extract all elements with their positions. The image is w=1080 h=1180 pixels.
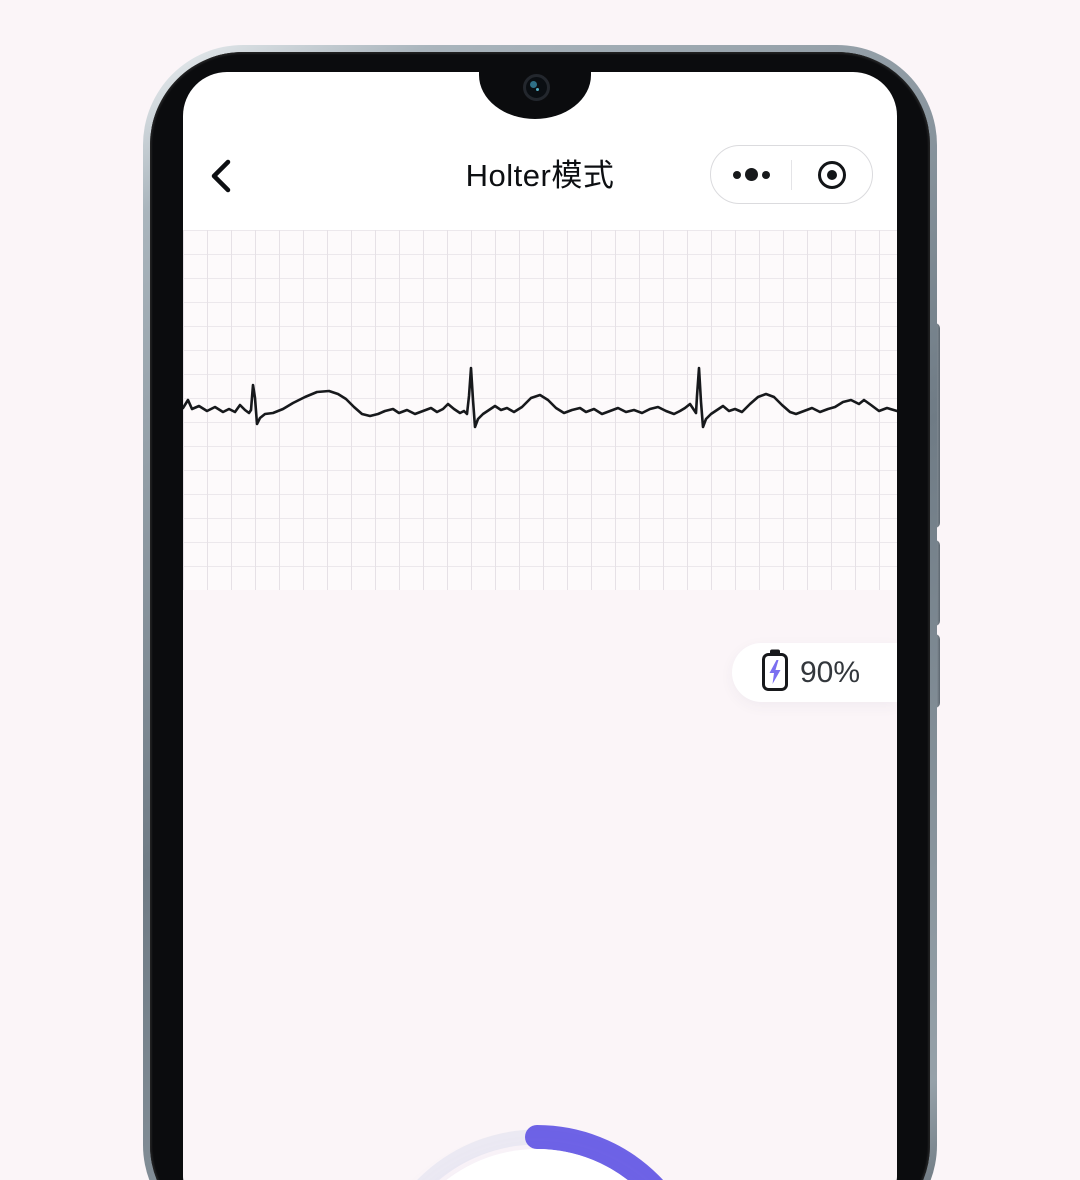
capsule-divider bbox=[791, 159, 792, 190]
target-circle-icon bbox=[818, 160, 846, 189]
chevron-left-icon bbox=[209, 159, 233, 196]
progress-ring bbox=[365, 1125, 709, 1180]
ellipsis-dots-icon bbox=[732, 168, 770, 181]
more-button[interactable] bbox=[711, 146, 791, 203]
battery-percent: 90% bbox=[800, 655, 861, 689]
battery-charging-icon bbox=[732, 647, 790, 698]
navbar: Holter模式 bbox=[183, 145, 897, 207]
front-camera-icon bbox=[523, 74, 550, 101]
phone-bezel: Holter模式 bbox=[150, 52, 930, 1180]
phone-screen: Holter模式 bbox=[183, 72, 897, 1180]
progress-arc bbox=[365, 1125, 709, 1180]
notch bbox=[479, 72, 591, 119]
phone-frame: Holter模式 bbox=[143, 45, 937, 1180]
battery-badge: 90% bbox=[732, 643, 897, 702]
page-title: Holter模式 bbox=[465, 158, 615, 193]
miniprogram-capsule bbox=[710, 145, 873, 204]
exit-button[interactable] bbox=[792, 146, 872, 203]
content-area: 90% 72 ♥ bpm 0 bbox=[183, 590, 897, 1180]
ecg-chart bbox=[183, 230, 897, 590]
back-button[interactable] bbox=[197, 153, 245, 201]
ecg-waveform bbox=[183, 366, 897, 429]
